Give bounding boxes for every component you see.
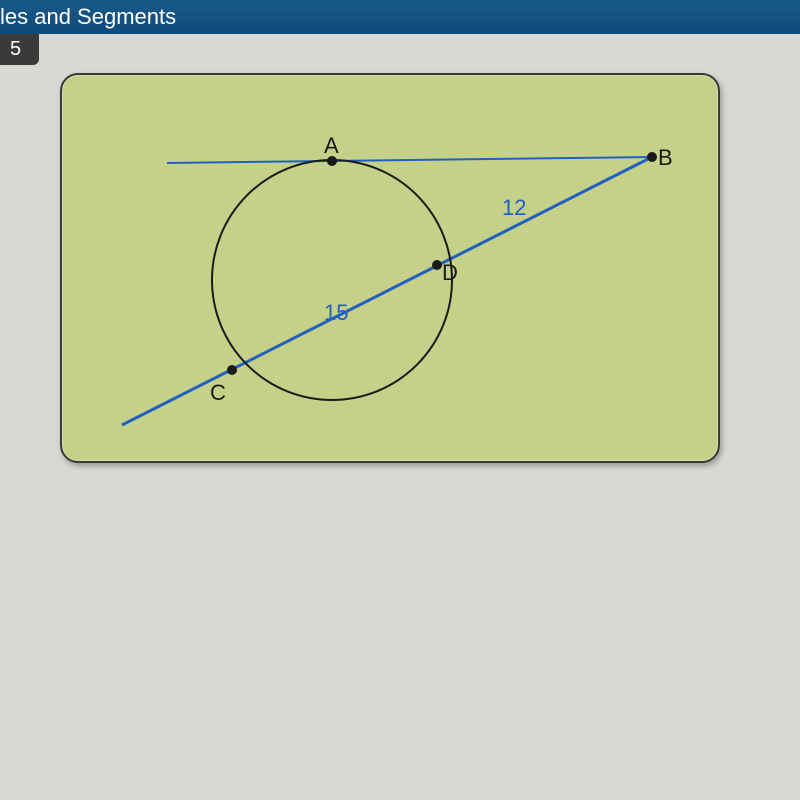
header-bar: les and Segments: [0, 0, 800, 34]
header-title: les and Segments: [0, 4, 176, 29]
diagram-svg: [62, 75, 722, 465]
segment-length-label: 15: [324, 300, 348, 326]
point-label-c: C: [210, 380, 226, 406]
geometry-diagram: A B C D 12 15: [60, 73, 720, 463]
segment-length-label: 12: [502, 195, 526, 221]
diagram-circle: [212, 160, 452, 400]
diagram-container: A B C D 12 15: [0, 73, 800, 463]
point-c: [227, 365, 237, 375]
point-label-a: A: [324, 133, 339, 159]
diagram-line: [167, 157, 652, 163]
diagram-line: [122, 157, 652, 425]
point-label-d: D: [442, 260, 458, 286]
point-d: [432, 260, 442, 270]
tab-label: 5: [10, 38, 21, 60]
point-label-b: B: [658, 145, 673, 171]
point-b: [647, 152, 657, 162]
question-tab[interactable]: 5: [0, 34, 39, 65]
